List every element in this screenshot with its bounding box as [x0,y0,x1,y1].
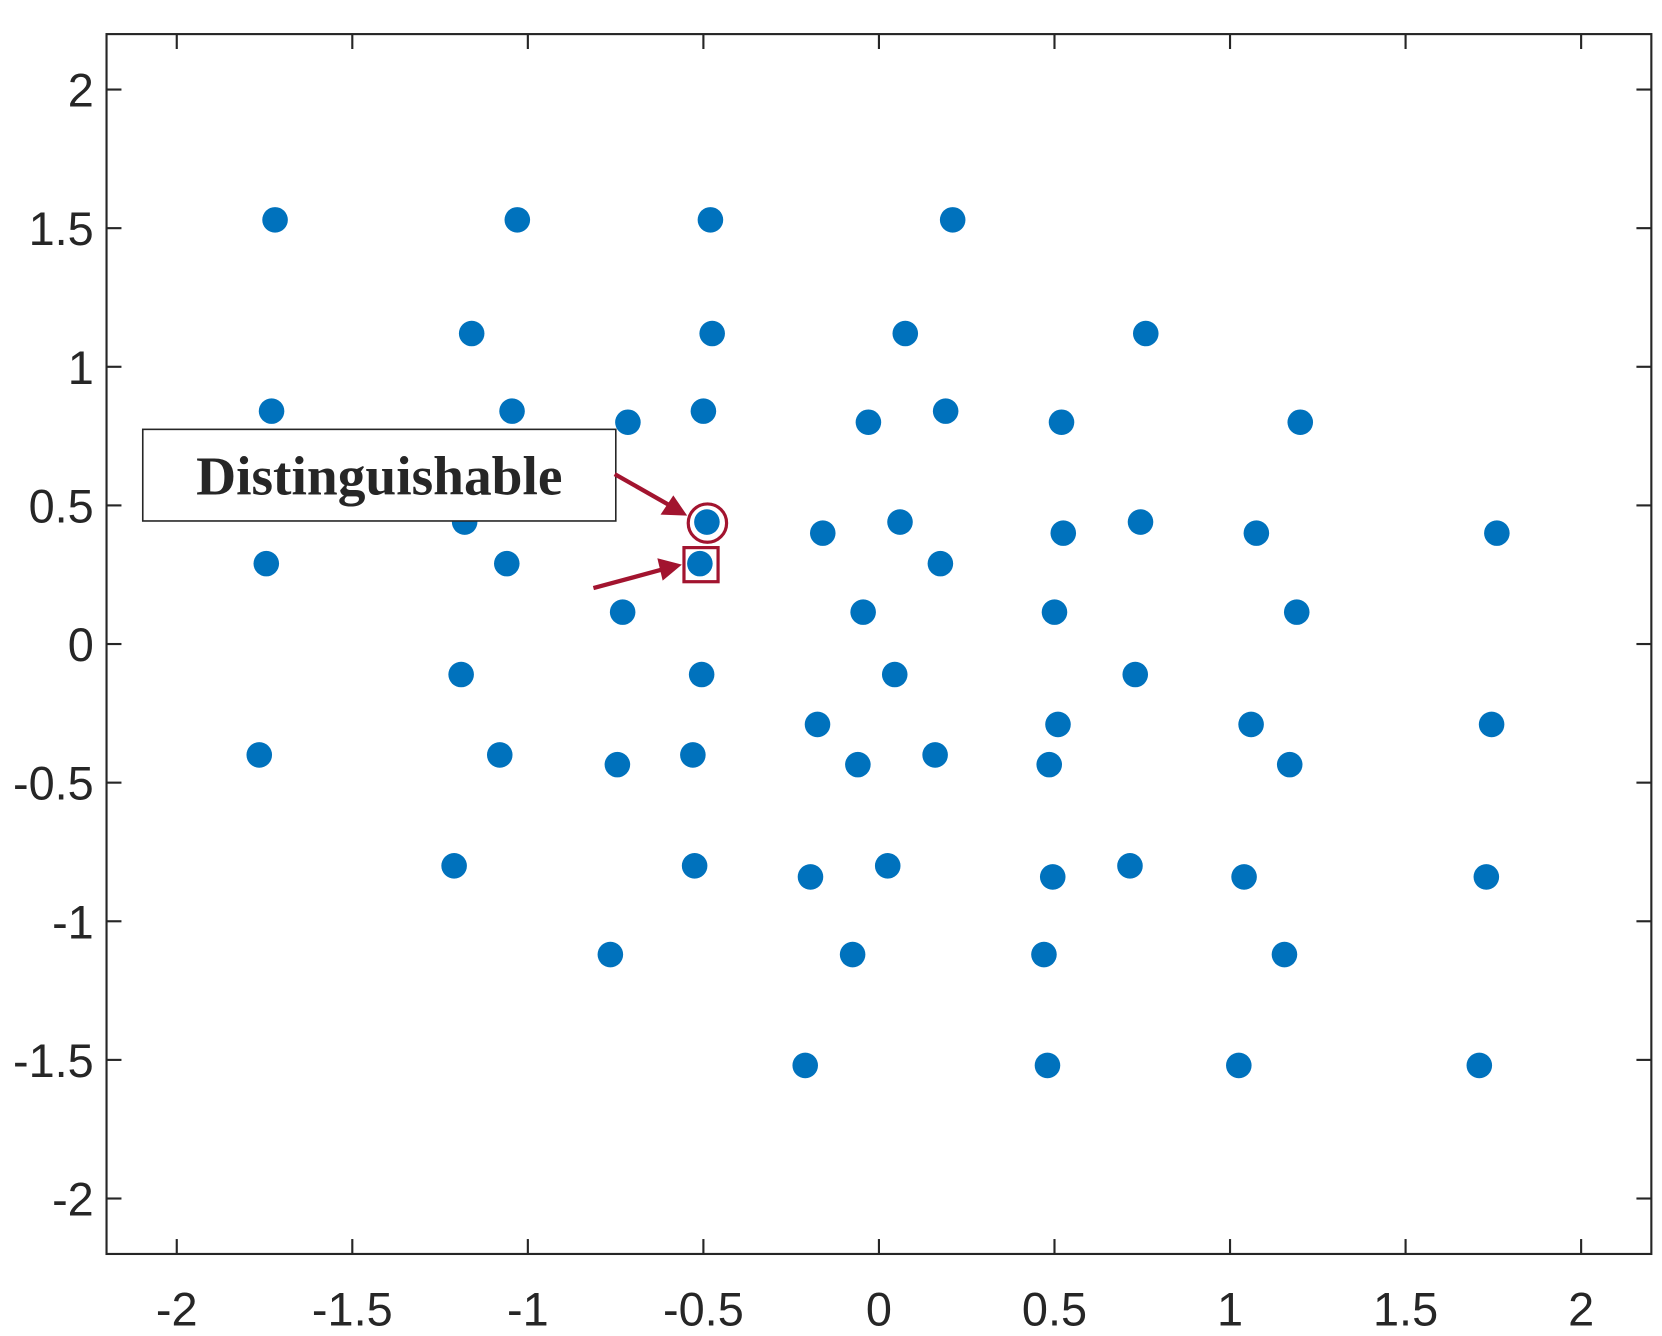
point [792,1052,818,1079]
point [258,398,285,424]
arrow-head [660,495,688,516]
x-tick-label: -0.5 [663,1283,744,1335]
y-tick-label: 1.5 [29,203,94,255]
point [1034,1052,1061,1079]
point [604,751,631,778]
point [1132,320,1159,347]
point [1238,711,1264,738]
x-tick-label: 1.5 [1373,1283,1438,1335]
point [874,853,901,879]
y-tick-label: -0.5 [13,758,94,810]
point [1276,751,1303,778]
annotation: Distinguishable [141,428,729,591]
point [1036,751,1063,778]
x-tick-label: -1.5 [312,1283,393,1335]
point [1045,711,1071,738]
point [892,320,919,347]
highlight-square [682,546,720,584]
arrow-head [657,558,682,581]
point [441,853,467,879]
point [804,711,831,738]
point [1117,853,1143,879]
point [839,941,866,968]
point [850,599,876,625]
y-tick-label: -1 [52,896,94,948]
y-tick-label: -1.5 [13,1035,94,1087]
x-tick-label: -1 [507,1283,549,1335]
point [845,751,871,778]
point [687,550,713,577]
point [499,398,525,424]
y-tick-label: 2 [68,65,94,117]
point [253,550,280,577]
point [809,520,836,546]
point [699,320,725,347]
point [609,599,636,625]
point [1039,864,1066,890]
point [262,207,288,233]
point [1231,864,1257,890]
point [939,207,966,233]
point [690,398,717,424]
arrow [592,567,662,591]
point [1473,864,1500,890]
point [597,941,624,968]
plot-frame [105,33,1653,1256]
point [615,409,641,436]
annotation-box [141,428,617,522]
y-tick-label: 0 [68,619,94,671]
point [881,661,908,688]
point [1127,509,1154,535]
point [504,207,531,233]
point [927,550,954,577]
point [855,409,882,436]
x-tick-label: 2 [1568,1283,1594,1335]
y-tick-label: 1 [68,342,94,394]
point [1283,599,1310,625]
plot-layer: -2 -1.5 -1 -0.5 0 0.5 1 1.5 2 -2 -1.5 -1 -0.5 0 0.5 1 1.… [13,34,1652,1335]
point [1122,661,1149,688]
point [246,742,273,768]
point [680,742,706,768]
point [1466,1052,1493,1079]
point [1031,941,1057,968]
point [1271,941,1298,968]
point [932,398,959,424]
point [1041,599,1068,625]
point [493,550,520,577]
point [486,742,513,768]
y-tick-label: 0.5 [29,480,94,532]
point [1478,711,1505,738]
point [1287,409,1314,436]
point [797,864,824,890]
point [1226,1052,1252,1079]
x-tick-label: -2 [156,1283,198,1335]
point [688,661,715,688]
point [922,742,948,768]
point [681,853,708,879]
highlight-circle [686,502,729,544]
annotation-text: Distinguishable [196,445,562,506]
point [697,207,724,233]
y-tick-label: -2 [52,1174,94,1226]
arrow [613,472,671,507]
point [1243,520,1270,546]
x-tick-label: 1 [1217,1283,1243,1335]
point [448,661,474,688]
point [887,509,913,535]
x-tick-label: 0.5 [1022,1283,1087,1335]
point [1484,520,1510,546]
x-tick-label: 0 [866,1283,892,1335]
point [458,320,485,347]
point [1050,520,1077,546]
point [1048,409,1075,436]
point [694,509,720,535]
